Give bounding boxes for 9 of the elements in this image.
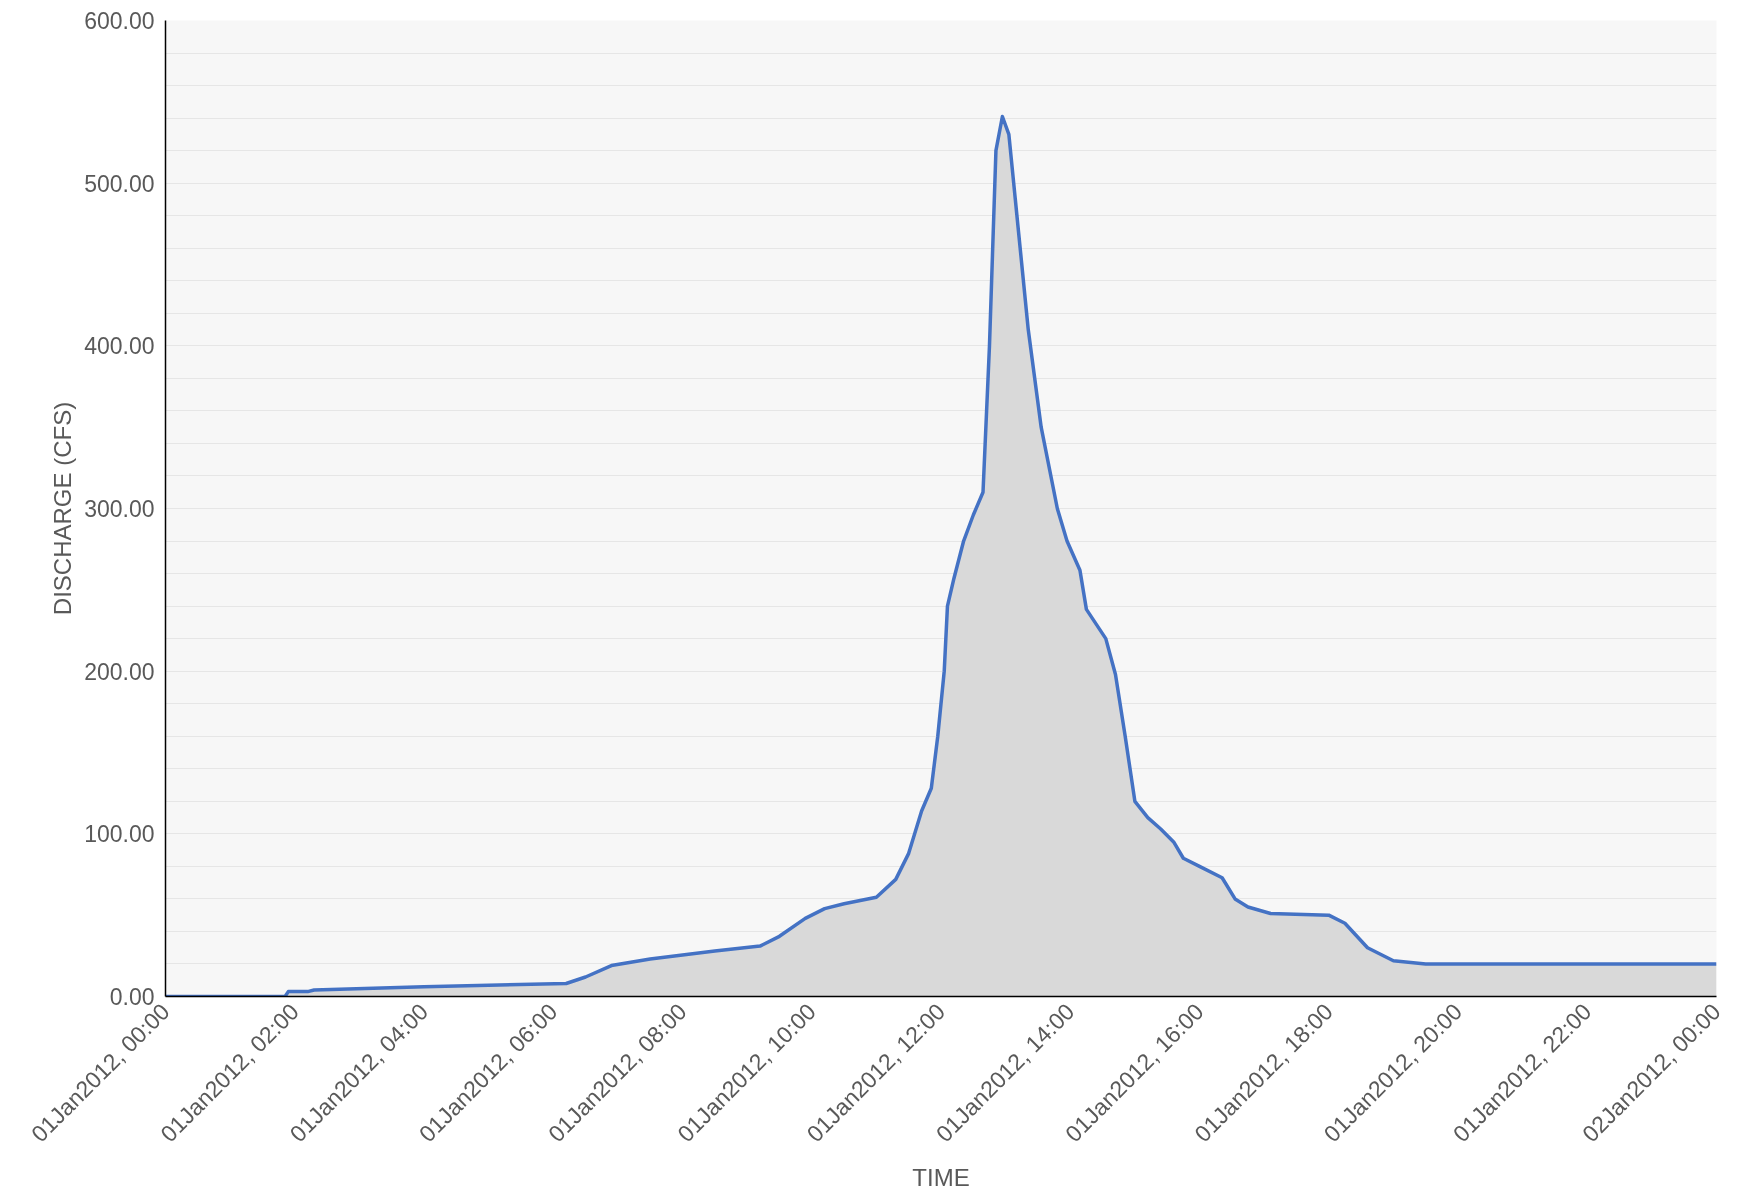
y-axis-title: DISCHARGE (CFS) <box>49 401 77 616</box>
y-tick-label: 0.00 <box>109 984 155 1010</box>
y-tick-label: 500.00 <box>84 170 155 197</box>
y-tick-label: 200.00 <box>84 658 155 685</box>
y-tick-label: 600.00 <box>84 8 155 34</box>
y-tick-label: 400.00 <box>84 333 155 360</box>
y-tick-label: 300.00 <box>84 496 155 522</box>
y-tick-label: 100.00 <box>84 821 155 848</box>
x-axis-title: TIME <box>912 1164 970 1192</box>
